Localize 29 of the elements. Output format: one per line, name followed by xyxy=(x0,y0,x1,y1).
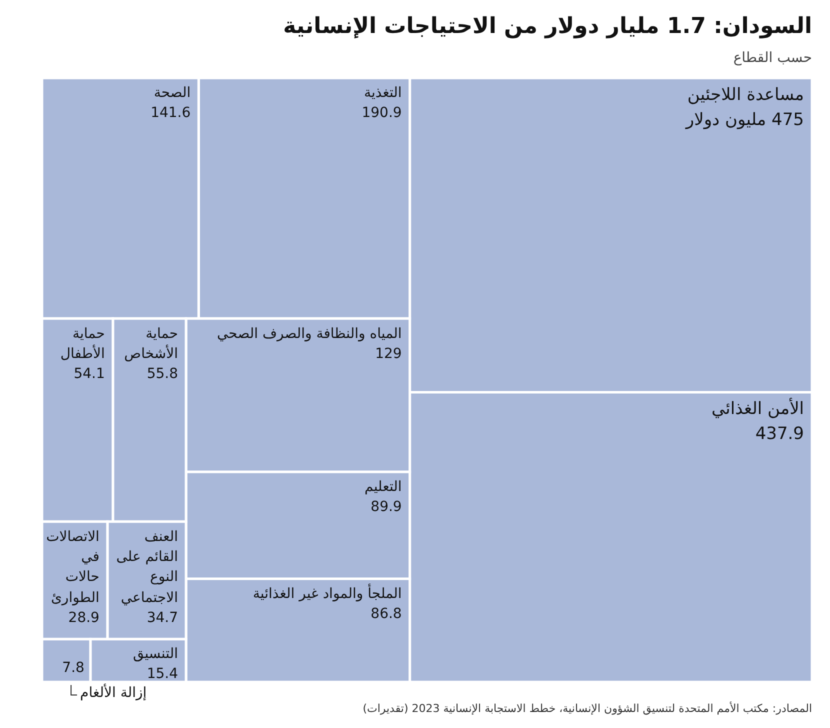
data-label: 55.8 xyxy=(146,365,178,384)
category-label: العنف القائم على النوع الاجتماعي xyxy=(115,528,178,608)
category-label: الأمن الغذائي xyxy=(710,397,804,422)
data-label: 54.1 xyxy=(72,365,105,384)
data-label: 7.8 xyxy=(62,660,84,676)
category-label: مساعدة اللاجئين xyxy=(686,84,804,107)
category-label: حماية الأطفال xyxy=(59,324,105,364)
data-label: 129 xyxy=(374,344,402,364)
data-label: 475 مليون دولار xyxy=(684,108,804,132)
category-label: الصحة xyxy=(152,84,191,103)
data-label: 34.7 xyxy=(146,608,178,628)
category-label: الملجأ والمواد غير الغذائية xyxy=(252,584,402,604)
data-label: 15.4 xyxy=(146,665,178,684)
category-label: الاتصالات في حالات الطوارئ xyxy=(46,528,100,608)
data-label: 89.9 xyxy=(370,498,402,518)
text: حسب القطاع xyxy=(733,50,812,66)
category-label: التغذية xyxy=(362,84,402,103)
text: السودان: 1.7 مليار دولار من الاحتياجات الإنسانية xyxy=(283,14,812,39)
data-label: 190.9 xyxy=(360,104,402,124)
category-label: التعليم xyxy=(364,478,402,497)
data-label: 141.6 xyxy=(150,104,191,124)
text: المصادر: مكتب الأمم المتحدة لتنسيق الشؤون الإنسانية، خطط الاستجابة الإنسانية 2023 (تقديرات) xyxy=(362,702,812,715)
category-label: إزالة الألغام xyxy=(80,685,147,701)
data-label: 86.8 xyxy=(370,605,402,624)
category-label: حماية الأشخاص xyxy=(123,324,178,364)
category-label: المياه والنظافة والصرف الصحي xyxy=(216,324,402,344)
data-label: 28.9 xyxy=(67,608,100,628)
data-label: 437.9 xyxy=(754,422,804,446)
category-label: التنسيق xyxy=(132,645,178,664)
